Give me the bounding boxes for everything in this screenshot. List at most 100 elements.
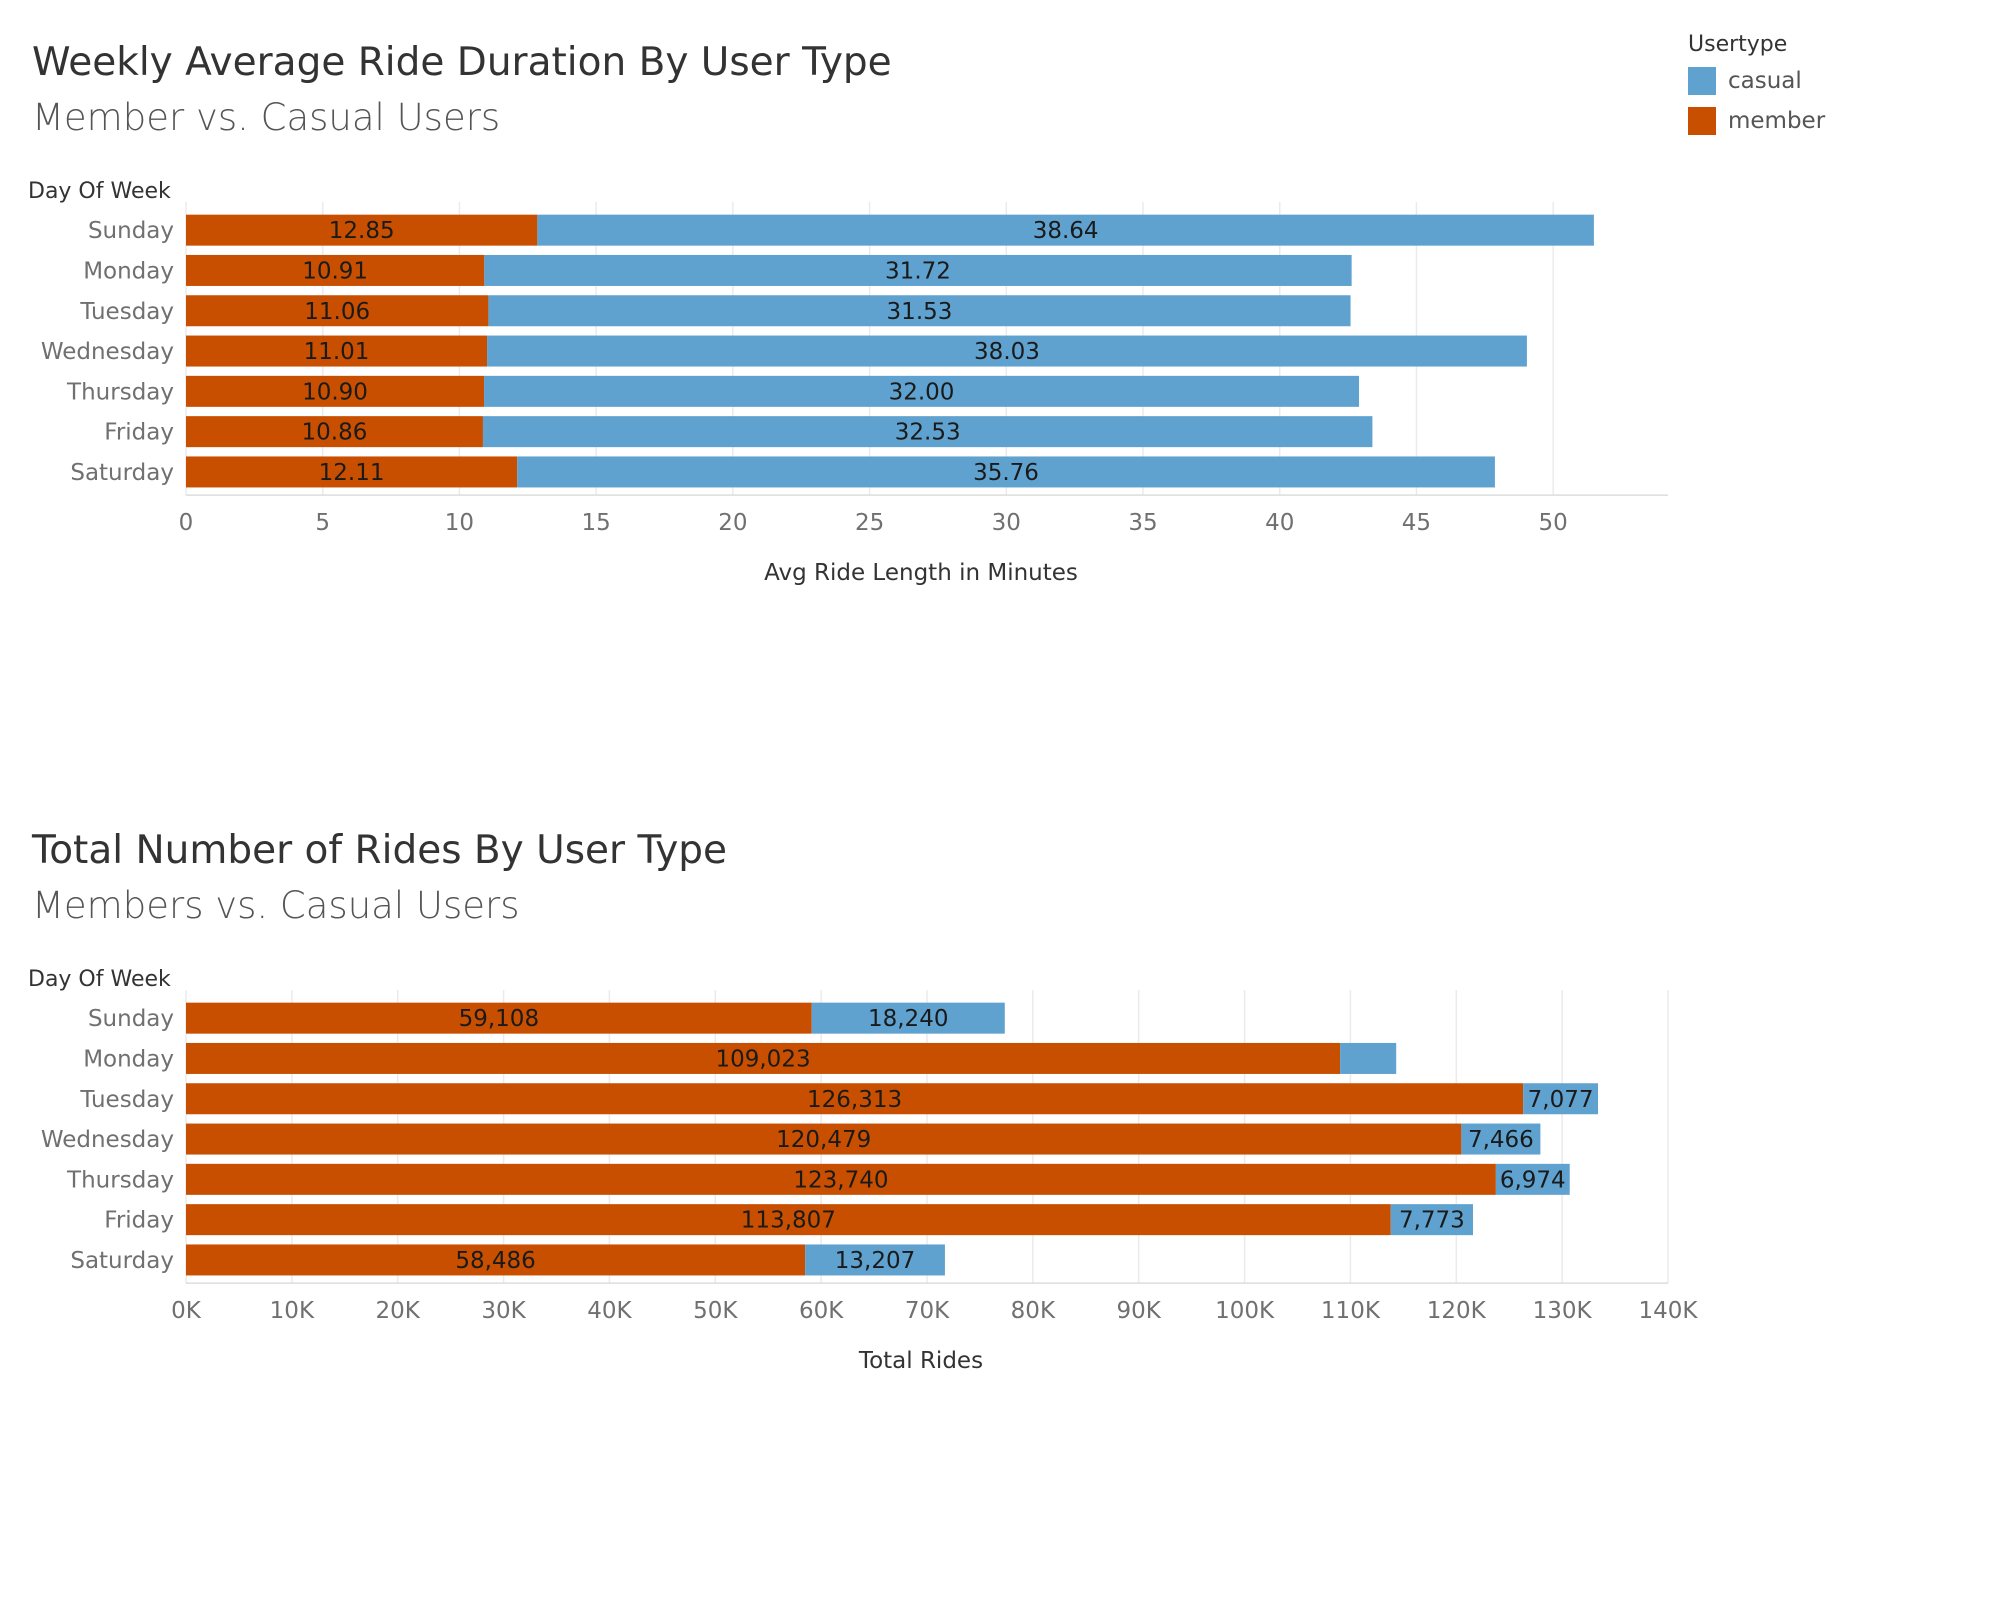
category-label: Friday — [104, 420, 174, 446]
bar-casual[interactable] — [811, 1002, 1005, 1034]
legend-swatch-casual — [1688, 67, 1716, 95]
x-tick-label: 15 — [582, 510, 611, 536]
data-label-casual: 7,466 — [1468, 1127, 1534, 1153]
bar-member[interactable] — [186, 335, 488, 367]
category-label: Tuesday — [79, 1087, 174, 1113]
data-label-casual: 31.72 — [885, 258, 951, 284]
bar-member[interactable] — [186, 254, 485, 286]
data-label-member: 126,313 — [807, 1087, 902, 1113]
bar-casual[interactable] — [1495, 1163, 1570, 1195]
data-label-casual: 38.64 — [1033, 218, 1099, 244]
x-tick-label: 50 — [1539, 510, 1568, 536]
bar-member[interactable] — [186, 416, 483, 448]
legend-label-member: member — [1728, 108, 1826, 134]
data-label-member: 10.90 — [302, 379, 368, 405]
bar-casual[interactable] — [517, 456, 1495, 488]
bar-casual[interactable] — [484, 375, 1360, 407]
data-label-member: 113,807 — [741, 1208, 836, 1234]
data-label-casual: 35.76 — [973, 460, 1039, 486]
bar-member[interactable] — [186, 1042, 1341, 1074]
y-axis-title: Day Of Week — [28, 179, 171, 204]
bar-casual[interactable] — [488, 295, 1351, 327]
x-axis-title: Avg Ride Length in Minutes — [764, 560, 1078, 586]
bar-casual[interactable] — [1523, 1083, 1599, 1115]
bar-casual[interactable] — [482, 416, 1373, 448]
data-label-casual: 13,207 — [835, 1248, 915, 1274]
bar-member[interactable] — [186, 295, 489, 327]
data-label-member: 58,486 — [455, 1248, 535, 1274]
category-label: Sunday — [88, 218, 174, 244]
bar-casual[interactable] — [1461, 1123, 1541, 1155]
category-label: Sunday — [88, 1006, 174, 1032]
legend: Usertype casual member — [1688, 32, 1988, 141]
data-label-member: 12.11 — [319, 460, 385, 486]
category-label: Friday — [104, 1208, 174, 1234]
x-tick-label: 30K — [481, 1298, 526, 1324]
chart2-title: Total Number of Rides By User Type — [32, 828, 728, 873]
x-tick-label: 35 — [1128, 510, 1157, 536]
chart1-title: Weekly Average Ride Duration By User Typ… — [32, 40, 892, 85]
bar-member[interactable] — [186, 214, 538, 246]
bar-casual[interactable] — [1340, 1042, 1397, 1074]
x-tick-label: 130K — [1533, 1298, 1593, 1324]
data-label-member: 10.86 — [302, 420, 368, 446]
x-tick-label: 120K — [1427, 1298, 1487, 1324]
x-tick-label: 0K — [171, 1298, 202, 1324]
legend-title: Usertype — [1688, 32, 1788, 57]
data-label-casual: 7,773 — [1399, 1208, 1465, 1234]
data-label-member: 120,479 — [776, 1127, 871, 1153]
bar-casual[interactable] — [805, 1244, 945, 1276]
x-tick-label: 70K — [905, 1298, 950, 1324]
legend-item-casual[interactable]: casual — [1688, 61, 1988, 101]
x-tick-label: 10K — [270, 1298, 315, 1324]
x-tick-label: 90K — [1117, 1298, 1162, 1324]
category-label: Saturday — [70, 1248, 174, 1274]
bar-casual[interactable] — [487, 335, 1527, 367]
chart2-plot: Day Of Week Sunday 59,108 18,240 Monday 109,0… — [28, 967, 1698, 1374]
chart2-subtitle: Members vs. Casual Users — [32, 884, 520, 927]
bar-member[interactable] — [186, 1163, 1496, 1195]
x-tick-label: 10 — [445, 510, 474, 536]
x-tick-label: 20K — [376, 1298, 421, 1324]
bar-casual[interactable] — [1390, 1204, 1474, 1236]
category-label: Thursday — [66, 1167, 174, 1193]
legend-label-casual: casual — [1728, 68, 1802, 94]
x-tick-label: 110K — [1321, 1298, 1381, 1324]
data-label-member: 59,108 — [459, 1006, 539, 1032]
x-tick-label: 5 — [315, 510, 330, 536]
data-label-member: 10.91 — [302, 258, 368, 284]
category-label: Saturday — [70, 460, 174, 486]
category-label: Monday — [83, 258, 174, 284]
data-label-member: 123,740 — [793, 1167, 888, 1193]
bar-casual[interactable] — [484, 254, 1352, 286]
bar-member[interactable] — [186, 1083, 1524, 1115]
x-tick-label: 40 — [1265, 510, 1294, 536]
legend-item-member[interactable]: member — [1688, 101, 1988, 141]
chart1-subtitle: Member vs. Casual Users — [32, 96, 501, 139]
data-label-member: 11.06 — [304, 299, 370, 325]
data-label-member: 12.85 — [329, 218, 395, 244]
bar-member[interactable] — [186, 1204, 1391, 1236]
x-tick-label: 25 — [855, 510, 884, 536]
x-tick-label: 20 — [718, 510, 747, 536]
data-label-casual: 38.03 — [974, 339, 1040, 365]
legend-swatch-member — [1688, 107, 1716, 135]
x-tick-label: 60K — [799, 1298, 844, 1324]
data-label-member: 11.01 — [304, 339, 370, 365]
bar-member[interactable] — [186, 375, 485, 407]
x-tick-label: 50K — [693, 1298, 738, 1324]
category-label: Wednesday — [41, 1127, 174, 1153]
category-label: Thursday — [66, 379, 174, 405]
bar-member[interactable] — [186, 1002, 812, 1034]
bar-casual[interactable] — [537, 214, 1594, 246]
x-tick-label: 45 — [1402, 510, 1431, 536]
y-axis-title: Day Of Week — [28, 967, 171, 992]
data-label-casual: 32.00 — [889, 379, 955, 405]
data-label-casual: 32.53 — [895, 420, 961, 446]
category-label: Tuesday — [79, 299, 174, 325]
bar-member[interactable] — [186, 456, 518, 488]
bar-member[interactable] — [186, 1123, 1462, 1155]
x-tick-label: 40K — [587, 1298, 632, 1324]
bar-member[interactable] — [186, 1244, 806, 1276]
data-label-casual: 18,240 — [868, 1006, 948, 1032]
